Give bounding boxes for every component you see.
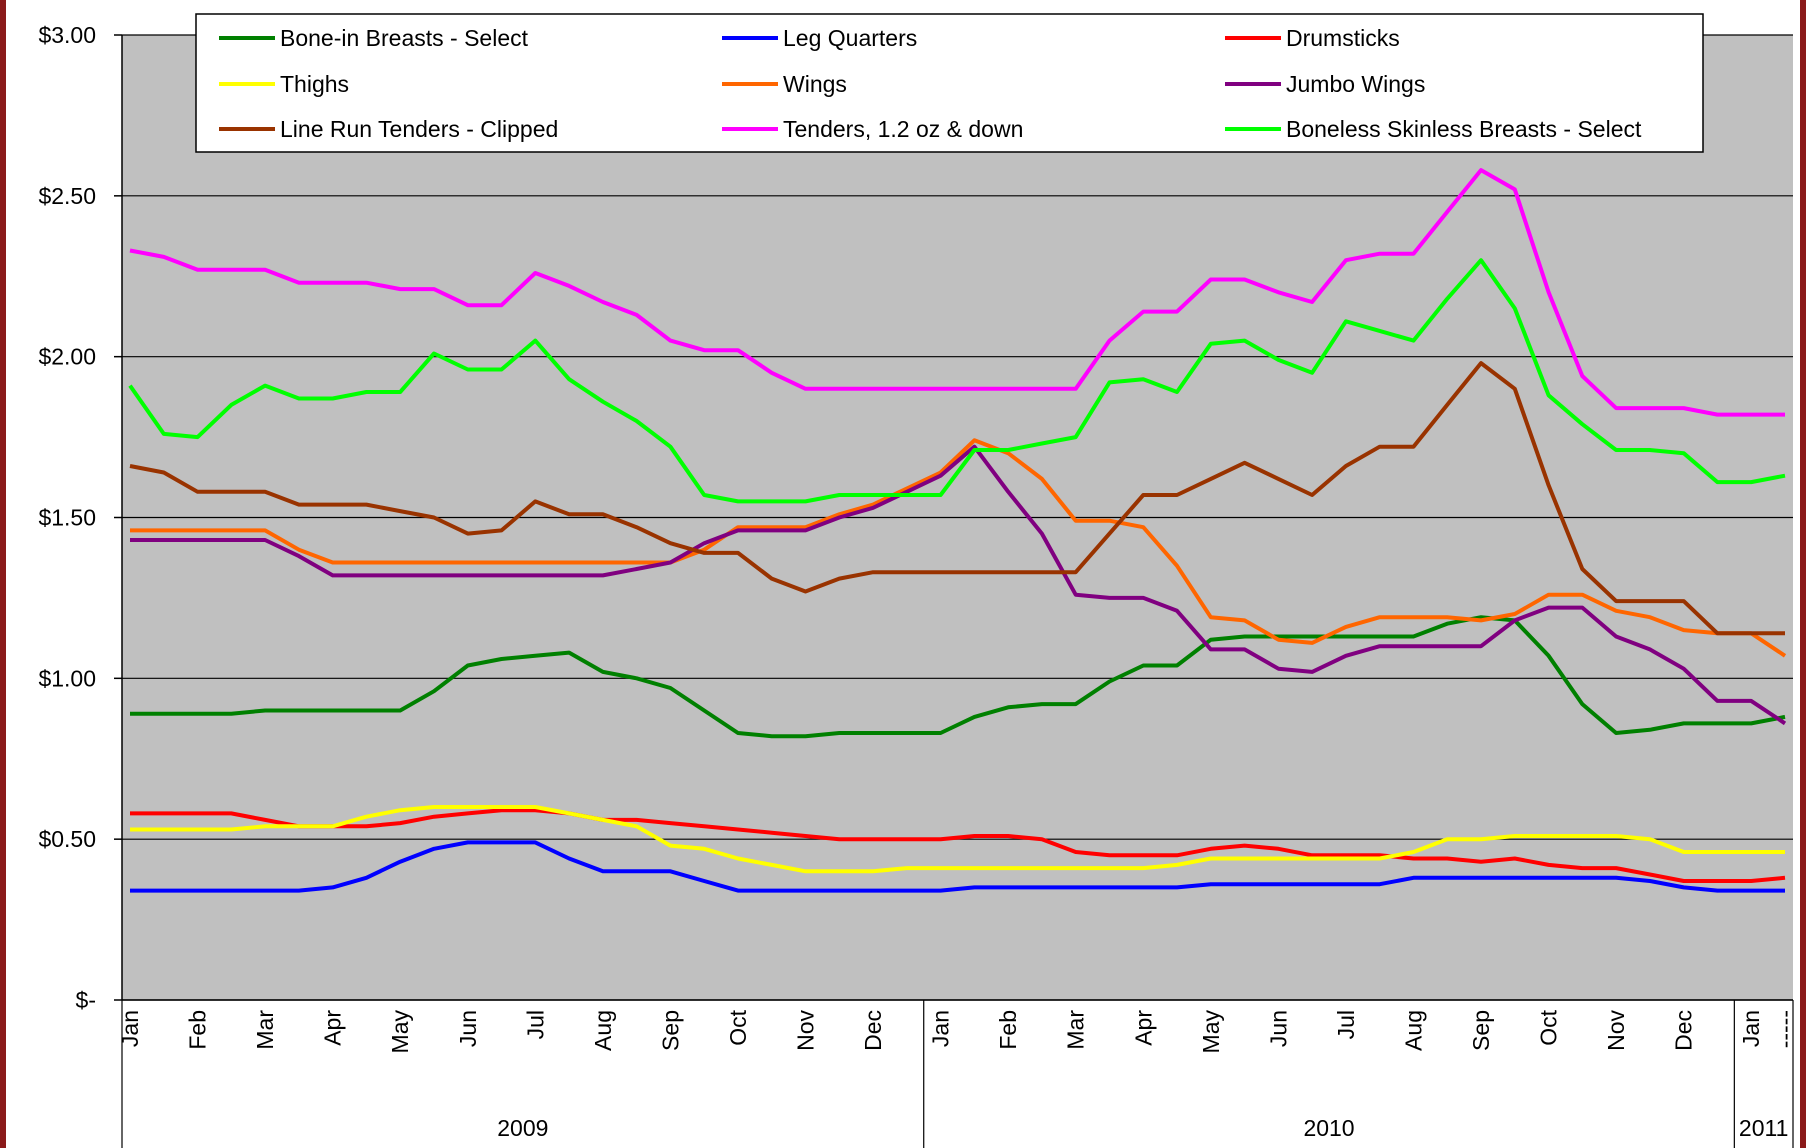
x-tick-label: Mar: [252, 1010, 278, 1050]
x-tick-label: Feb: [185, 1010, 211, 1050]
y-tick-label: $1.50: [38, 505, 96, 531]
frame-right: [1800, 0, 1806, 1148]
x-tick-label: Jul: [1333, 1010, 1359, 1039]
series-line: [129, 168, 1785, 417]
series-line: [130, 805, 1785, 874]
x-tick-label: Apr: [320, 1010, 346, 1046]
y-tick-label: $1.00: [38, 665, 96, 691]
x-tick-label: May: [387, 1010, 413, 1054]
series-line: [130, 840, 1785, 893]
series-line: [129, 361, 1785, 636]
legend-box: [195, 13, 1704, 153]
x-tick-label: Jan: [1738, 1010, 1764, 1047]
x-tick-label: Mar: [1063, 1010, 1089, 1050]
year-label: 2010: [1303, 1115, 1354, 1141]
legend-label: Boneless Skinless Breasts - Select: [1286, 116, 1642, 142]
x-tick-label: Dec: [860, 1010, 886, 1051]
series-line: [130, 615, 1786, 739]
x-tick-label: Nov: [1603, 1010, 1629, 1051]
year-label: 2009: [497, 1115, 548, 1141]
series-line: [130, 444, 1787, 726]
x-tick-label: Sep: [1468, 1010, 1494, 1051]
x-tick-label: Aug: [1400, 1010, 1426, 1051]
y-tick-label: $2.50: [38, 183, 96, 209]
legend-label: Jumbo Wings: [1286, 71, 1425, 97]
series-line: [130, 438, 1787, 658]
x-tick-label: Jan: [928, 1010, 954, 1047]
x-tick-label: Jun: [455, 1010, 481, 1047]
frame-left: [0, 0, 6, 1148]
legend-label: Line Run Tenders - Clipped: [280, 116, 558, 142]
x-tick-label: -----: [1772, 1010, 1798, 1048]
x-tick-label: Sep: [657, 1010, 683, 1051]
series-line: [128, 258, 1786, 504]
year-label: 2011: [1739, 1115, 1788, 1141]
x-tick-label: Jun: [1265, 1010, 1291, 1047]
legend-label: Tenders, 1.2 oz & down: [783, 116, 1023, 142]
x-tick-label: Aug: [590, 1010, 616, 1051]
series-line: [130, 808, 1786, 883]
x-tick-label: Jan: [117, 1010, 143, 1047]
y-tick-label: $3.00: [38, 22, 96, 48]
x-tick-label: Nov: [793, 1010, 819, 1051]
legend-label: Leg Quarters: [783, 25, 917, 51]
legend-label: Thighs: [280, 71, 349, 97]
x-tick-label: Feb: [995, 1010, 1021, 1050]
y-tick-label: $-: [76, 987, 96, 1013]
legend-label: Bone-in Breasts - Select: [280, 25, 529, 51]
x-tick-label: Oct: [725, 1009, 751, 1045]
legend-label: Drumsticks: [1286, 25, 1400, 51]
x-tick-label: Oct: [1536, 1009, 1562, 1045]
x-tick-label: Apr: [1130, 1010, 1156, 1046]
x-tick-label: Jul: [522, 1010, 548, 1039]
y-tick-label: $0.50: [38, 826, 96, 852]
y-tick-label: $2.00: [38, 344, 96, 370]
x-tick-label: Dec: [1671, 1010, 1697, 1051]
x-tick-label: May: [1198, 1010, 1224, 1054]
legend-label: Wings: [783, 71, 847, 97]
